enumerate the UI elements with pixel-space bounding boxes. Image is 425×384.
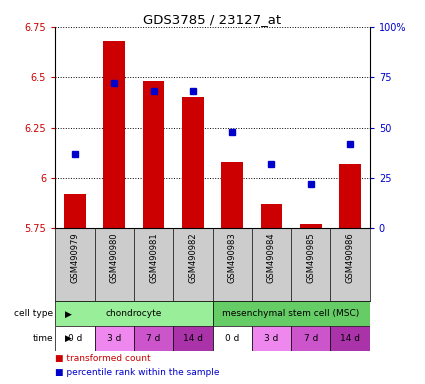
Bar bbox=[300, 225, 322, 228]
Text: chondrocyte: chondrocyte bbox=[106, 310, 162, 318]
Text: 3 d: 3 d bbox=[264, 334, 279, 343]
Text: time: time bbox=[33, 334, 53, 343]
Bar bbox=[212, 301, 370, 326]
Text: 14 d: 14 d bbox=[340, 334, 360, 343]
Bar bbox=[103, 41, 125, 228]
Text: ■ percentile rank within the sample: ■ percentile rank within the sample bbox=[55, 369, 220, 377]
Bar bbox=[339, 164, 361, 228]
Text: 7 d: 7 d bbox=[146, 334, 161, 343]
Text: GSM490983: GSM490983 bbox=[228, 232, 237, 283]
Bar bbox=[143, 81, 164, 228]
Text: GSM490984: GSM490984 bbox=[267, 232, 276, 283]
Bar bbox=[261, 204, 282, 228]
Title: GDS3785 / 23127_at: GDS3785 / 23127_at bbox=[143, 13, 281, 26]
Text: mesenchymal stem cell (MSC): mesenchymal stem cell (MSC) bbox=[223, 310, 360, 318]
Text: 0 d: 0 d bbox=[225, 334, 239, 343]
Text: 3 d: 3 d bbox=[107, 334, 122, 343]
Text: GSM490980: GSM490980 bbox=[110, 232, 119, 283]
Bar bbox=[64, 194, 86, 228]
Bar bbox=[134, 326, 173, 351]
Text: cell type: cell type bbox=[14, 310, 53, 318]
Bar bbox=[221, 162, 243, 228]
Text: GSM490979: GSM490979 bbox=[71, 232, 79, 283]
Text: GSM490985: GSM490985 bbox=[306, 232, 315, 283]
Text: 0 d: 0 d bbox=[68, 334, 82, 343]
Text: ■ transformed count: ■ transformed count bbox=[55, 354, 151, 363]
Bar bbox=[55, 301, 212, 326]
Text: ▶: ▶ bbox=[65, 334, 72, 343]
Bar bbox=[182, 98, 204, 228]
Bar bbox=[331, 326, 370, 351]
Bar bbox=[55, 326, 94, 351]
Bar bbox=[252, 326, 291, 351]
Bar bbox=[94, 326, 134, 351]
Text: ▶: ▶ bbox=[65, 310, 72, 318]
Bar bbox=[291, 326, 331, 351]
Text: GSM490982: GSM490982 bbox=[188, 232, 197, 283]
Text: GSM490986: GSM490986 bbox=[346, 232, 354, 283]
Text: GSM490981: GSM490981 bbox=[149, 232, 158, 283]
Text: 7 d: 7 d bbox=[303, 334, 318, 343]
Text: 14 d: 14 d bbox=[183, 334, 203, 343]
Bar bbox=[173, 326, 212, 351]
Bar bbox=[212, 326, 252, 351]
